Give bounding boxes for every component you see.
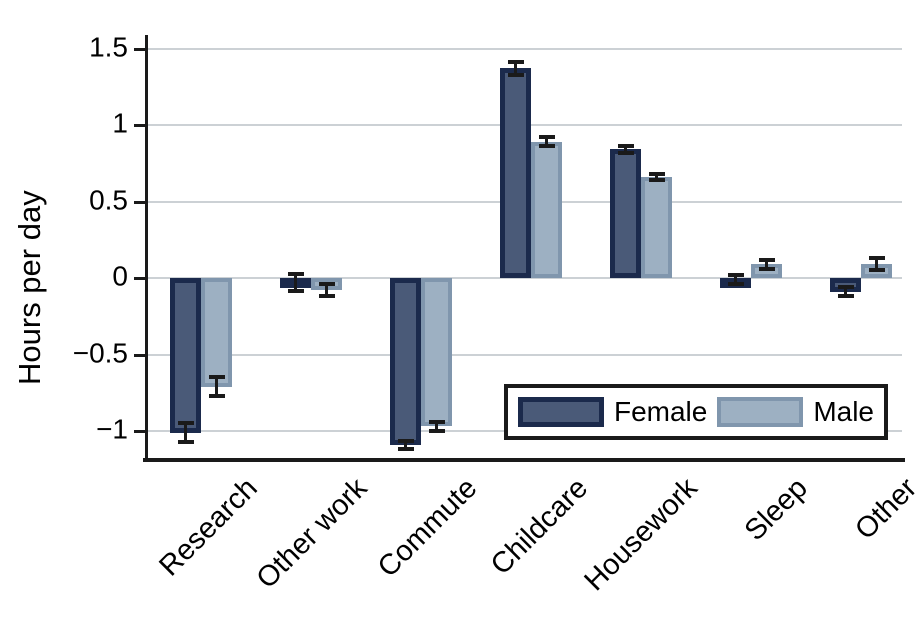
error-bar-cap-top bbox=[177, 421, 194, 426]
y-tick-label: −0.5 bbox=[72, 337, 128, 369]
error-bar-cap-bottom bbox=[648, 178, 665, 183]
legend-swatch-male bbox=[717, 397, 804, 427]
error-bar-cap-top bbox=[758, 257, 775, 262]
y-tick bbox=[134, 124, 145, 127]
error-bar-line bbox=[325, 284, 328, 297]
error-bar-cap-bottom bbox=[287, 289, 304, 293]
x-tick-label-sleep: Sleep bbox=[738, 472, 814, 548]
x-axis-line bbox=[143, 458, 905, 462]
y-tick bbox=[134, 353, 145, 357]
bar-female-housework bbox=[610, 149, 641, 278]
x-tick-label-housework: Housework bbox=[578, 472, 704, 598]
error-bar-cap-top bbox=[287, 272, 304, 277]
error-bar-cap-top bbox=[208, 375, 225, 380]
error-bar-cap-top bbox=[538, 135, 555, 140]
error-bar-cap-bottom bbox=[538, 144, 555, 149]
gridline bbox=[148, 277, 902, 279]
error-bar-cap-bottom bbox=[758, 266, 775, 271]
error-bar-line bbox=[734, 274, 737, 285]
error-bar-line bbox=[215, 377, 218, 396]
legend-label-male: Male bbox=[813, 396, 875, 427]
error-bar-line bbox=[655, 173, 658, 181]
x-tick-label-other-work: Other work bbox=[250, 472, 374, 595]
error-bar-cap-top bbox=[648, 171, 665, 176]
error-bar-cap-bottom bbox=[617, 151, 634, 156]
y-tick bbox=[134, 430, 145, 433]
legend-swatch-female bbox=[517, 397, 604, 427]
error-bar-line bbox=[844, 287, 847, 297]
error-bar-cap-bottom bbox=[208, 393, 225, 398]
legend: Female Male bbox=[504, 384, 888, 440]
error-bar-cap-bottom bbox=[318, 294, 335, 299]
error-bar-cap-bottom bbox=[177, 439, 194, 444]
error-bar-cap-bottom bbox=[428, 429, 445, 433]
y-tick bbox=[134, 277, 145, 280]
error-bar-line bbox=[404, 440, 407, 449]
x-tick-label-childcare: Childcare bbox=[484, 472, 594, 582]
bar-female-commute bbox=[390, 278, 421, 445]
gridline bbox=[148, 353, 902, 356]
bar-female-research bbox=[170, 278, 201, 433]
error-bar-line bbox=[294, 274, 297, 291]
error-bar-cap-top bbox=[617, 143, 634, 148]
y-axis-line bbox=[145, 35, 148, 460]
error-bar-cap-top bbox=[507, 59, 524, 64]
error-bar-cap-top bbox=[318, 282, 335, 287]
y-tick-label: 1.5 bbox=[89, 31, 128, 63]
legend-item-male: Male bbox=[717, 397, 874, 427]
y-tick bbox=[134, 47, 145, 51]
legend-item-female: Female bbox=[517, 396, 708, 427]
bar-female-childcare bbox=[500, 68, 531, 278]
bar-male-childcare bbox=[531, 141, 562, 278]
x-tick-label-commute: Commute bbox=[372, 472, 484, 584]
error-bar-line bbox=[514, 61, 517, 76]
bar-male-research bbox=[201, 278, 232, 387]
y-tick-label: −1 bbox=[96, 413, 128, 445]
error-bar-line bbox=[765, 259, 768, 269]
error-bar-cap-bottom bbox=[837, 294, 854, 299]
error-bar-cap-top bbox=[428, 419, 445, 424]
error-bar-cap-bottom bbox=[397, 446, 414, 451]
y-tick-label: 1 bbox=[112, 107, 128, 139]
legend-label-female: Female bbox=[613, 396, 708, 427]
y-tick-label: 0 bbox=[112, 260, 128, 292]
y-tick-label: 0.5 bbox=[89, 184, 128, 216]
error-bar-cap-top bbox=[837, 285, 854, 290]
error-bar-cap-bottom bbox=[507, 73, 524, 78]
error-bar-cap-top bbox=[397, 438, 414, 443]
y-tick bbox=[134, 200, 145, 204]
error-bar-cap-top bbox=[727, 272, 744, 277]
x-tick-label-other: Other bbox=[849, 472, 919, 546]
gridline bbox=[148, 47, 902, 50]
error-bar-line bbox=[624, 145, 627, 154]
error-bar-line bbox=[435, 421, 438, 431]
error-bar-cap-bottom bbox=[868, 268, 885, 273]
bar-male-housework bbox=[641, 177, 672, 278]
error-bar-line bbox=[184, 423, 187, 442]
x-tick-label-research: Research bbox=[153, 472, 264, 583]
bar-male-commute bbox=[421, 278, 452, 427]
error-bar-line bbox=[875, 258, 878, 271]
error-bar-cap-bottom bbox=[727, 282, 744, 287]
error-bar-line bbox=[545, 137, 548, 147]
error-bar-cap-top bbox=[868, 256, 885, 261]
